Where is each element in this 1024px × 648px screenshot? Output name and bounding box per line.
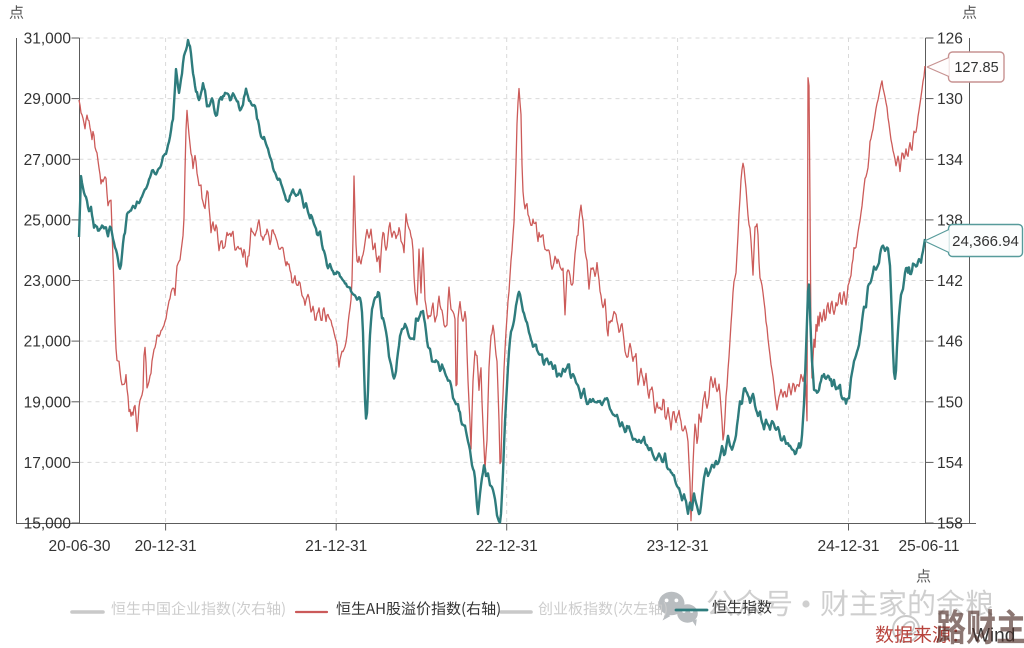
svg-text:17,000: 17,000 xyxy=(24,455,72,472)
svg-text:25-06-11: 25-06-11 xyxy=(899,538,960,555)
svg-text:127.85: 127.85 xyxy=(954,60,998,76)
svg-text:146: 146 xyxy=(937,334,963,351)
svg-text:29,000: 29,000 xyxy=(24,91,72,108)
svg-text:150: 150 xyxy=(937,394,963,411)
svg-text:142: 142 xyxy=(937,273,963,290)
svg-text:21-12-31: 21-12-31 xyxy=(305,538,367,555)
svg-text:24,366.94: 24,366.94 xyxy=(952,233,1019,250)
svg-text:25,000: 25,000 xyxy=(24,212,72,229)
svg-text:126: 126 xyxy=(937,31,963,48)
svg-text:154: 154 xyxy=(937,455,963,472)
svg-text:134: 134 xyxy=(937,152,963,169)
svg-text:21,000: 21,000 xyxy=(24,334,72,351)
svg-text:19,000: 19,000 xyxy=(24,394,72,411)
svg-text:24-12-31: 24-12-31 xyxy=(817,538,879,555)
svg-text:20-12-31: 20-12-31 xyxy=(135,538,197,555)
svg-text:15,000: 15,000 xyxy=(24,516,72,533)
svg-text:27,000: 27,000 xyxy=(24,152,72,169)
svg-text:158: 158 xyxy=(937,516,963,533)
svg-text:23-12-31: 23-12-31 xyxy=(647,538,709,555)
svg-text:31,000: 31,000 xyxy=(24,31,72,48)
svg-text:23,000: 23,000 xyxy=(24,273,72,290)
svg-text:130: 130 xyxy=(937,91,963,108)
svg-text:22-12-31: 22-12-31 xyxy=(476,538,538,555)
svg-text:20-06-30: 20-06-30 xyxy=(48,538,110,555)
